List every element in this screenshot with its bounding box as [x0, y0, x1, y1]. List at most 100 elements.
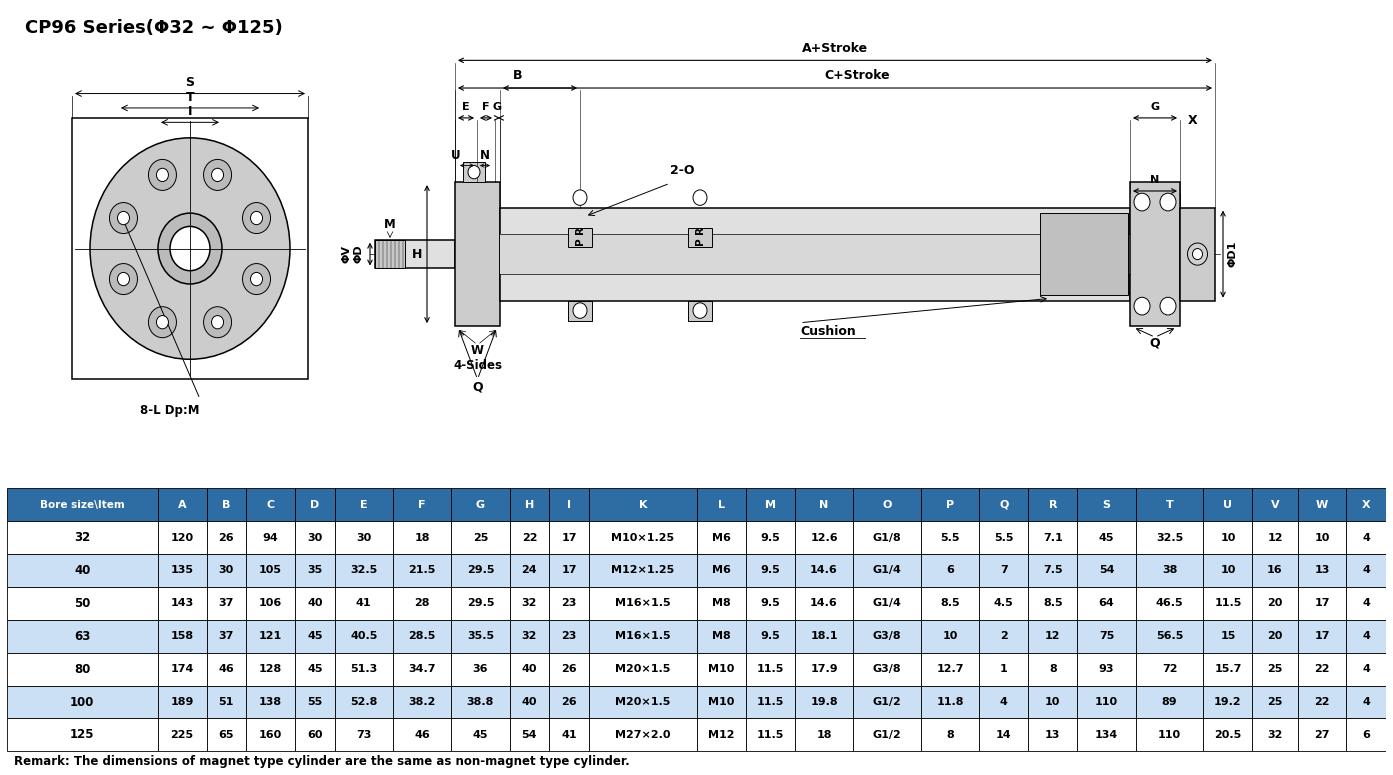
- Text: 40: 40: [306, 598, 323, 608]
- Bar: [854, 521, 921, 554]
- Text: 32: 32: [74, 531, 91, 544]
- Text: 110: 110: [1095, 697, 1119, 707]
- Bar: [1135, 488, 1204, 521]
- Bar: [1204, 718, 1252, 752]
- Text: Q: Q: [472, 381, 483, 394]
- Circle shape: [203, 307, 231, 338]
- Bar: [451, 554, 510, 587]
- Text: M12×1.25: M12×1.25: [612, 566, 674, 576]
- Circle shape: [1192, 249, 1202, 260]
- Text: 11.5: 11.5: [756, 730, 784, 740]
- Bar: [549, 587, 589, 620]
- Bar: [696, 620, 745, 653]
- Text: 89: 89: [1162, 697, 1177, 707]
- Text: C+Stroke: C+Stroke: [825, 70, 890, 82]
- Bar: [854, 686, 921, 718]
- Bar: [7, 718, 157, 752]
- Bar: [206, 488, 247, 521]
- Bar: [451, 686, 510, 718]
- Text: G1/8: G1/8: [873, 532, 901, 542]
- Bar: [157, 587, 206, 620]
- Text: G1/4: G1/4: [872, 598, 901, 608]
- Bar: [510, 686, 549, 718]
- Text: 13: 13: [1045, 730, 1060, 740]
- Text: ΦD1: ΦD1: [1229, 241, 1238, 267]
- Bar: [451, 718, 510, 752]
- Text: 40: 40: [521, 664, 538, 674]
- Text: 174: 174: [170, 664, 194, 674]
- Bar: [393, 620, 451, 653]
- Text: 121: 121: [259, 632, 283, 641]
- Bar: [549, 620, 589, 653]
- Bar: [295, 620, 334, 653]
- Bar: [334, 521, 393, 554]
- Bar: [295, 718, 334, 752]
- Text: 45: 45: [1099, 532, 1114, 542]
- Bar: [979, 620, 1028, 653]
- Bar: [7, 653, 157, 686]
- Bar: [375, 239, 456, 268]
- Bar: [247, 488, 295, 521]
- Text: B: B: [513, 70, 522, 82]
- Circle shape: [91, 138, 290, 360]
- Text: S: S: [1102, 500, 1110, 510]
- Text: 5.5: 5.5: [940, 532, 960, 542]
- Text: 30: 30: [357, 532, 372, 542]
- Bar: [393, 718, 451, 752]
- Circle shape: [1134, 298, 1151, 315]
- Text: 46: 46: [219, 664, 234, 674]
- Text: M6: M6: [712, 566, 731, 576]
- Bar: [854, 587, 921, 620]
- Bar: [696, 686, 745, 718]
- Bar: [295, 686, 334, 718]
- Text: 9.5: 9.5: [761, 566, 780, 576]
- Bar: [510, 521, 549, 554]
- Text: 4: 4: [1362, 664, 1371, 674]
- Bar: [1135, 620, 1204, 653]
- Circle shape: [170, 226, 210, 270]
- Bar: [206, 620, 247, 653]
- Bar: [1297, 718, 1347, 752]
- Bar: [206, 521, 247, 554]
- Bar: [745, 488, 795, 521]
- Bar: [451, 587, 510, 620]
- Text: 4: 4: [1362, 532, 1371, 542]
- Bar: [157, 521, 206, 554]
- Circle shape: [117, 273, 130, 286]
- Circle shape: [692, 190, 708, 205]
- Text: M20×1.5: M20×1.5: [616, 697, 670, 707]
- Text: 45: 45: [472, 730, 488, 740]
- Text: 16: 16: [1268, 566, 1283, 576]
- Bar: [589, 653, 696, 686]
- Bar: [696, 521, 745, 554]
- Bar: [295, 653, 334, 686]
- Text: 45: 45: [306, 632, 323, 641]
- Bar: [696, 653, 745, 686]
- Text: M: M: [384, 218, 396, 231]
- Text: O: O: [882, 500, 892, 510]
- Text: 27: 27: [1314, 730, 1330, 740]
- Bar: [157, 620, 206, 653]
- Bar: [1204, 488, 1252, 521]
- Bar: [393, 488, 451, 521]
- Text: 18: 18: [816, 730, 832, 740]
- Circle shape: [149, 307, 177, 338]
- Text: 20.5: 20.5: [1215, 730, 1241, 740]
- Text: 128: 128: [259, 664, 283, 674]
- Bar: [795, 488, 854, 521]
- Bar: [979, 653, 1028, 686]
- Bar: [854, 620, 921, 653]
- Text: 8-L Dp:M: 8-L Dp:M: [141, 404, 199, 417]
- Text: 7.5: 7.5: [1043, 566, 1063, 576]
- Bar: [549, 521, 589, 554]
- Text: CP96 Series(Φ32 ~ Φ125): CP96 Series(Φ32 ~ Φ125): [25, 19, 283, 37]
- Bar: [1252, 488, 1297, 521]
- Bar: [795, 587, 854, 620]
- Bar: [393, 653, 451, 686]
- Text: 56.5: 56.5: [1156, 632, 1183, 641]
- Text: 30: 30: [219, 566, 234, 576]
- Text: 10: 10: [943, 632, 958, 641]
- Text: 160: 160: [259, 730, 283, 740]
- Text: 52.8: 52.8: [350, 697, 378, 707]
- Bar: [1077, 521, 1135, 554]
